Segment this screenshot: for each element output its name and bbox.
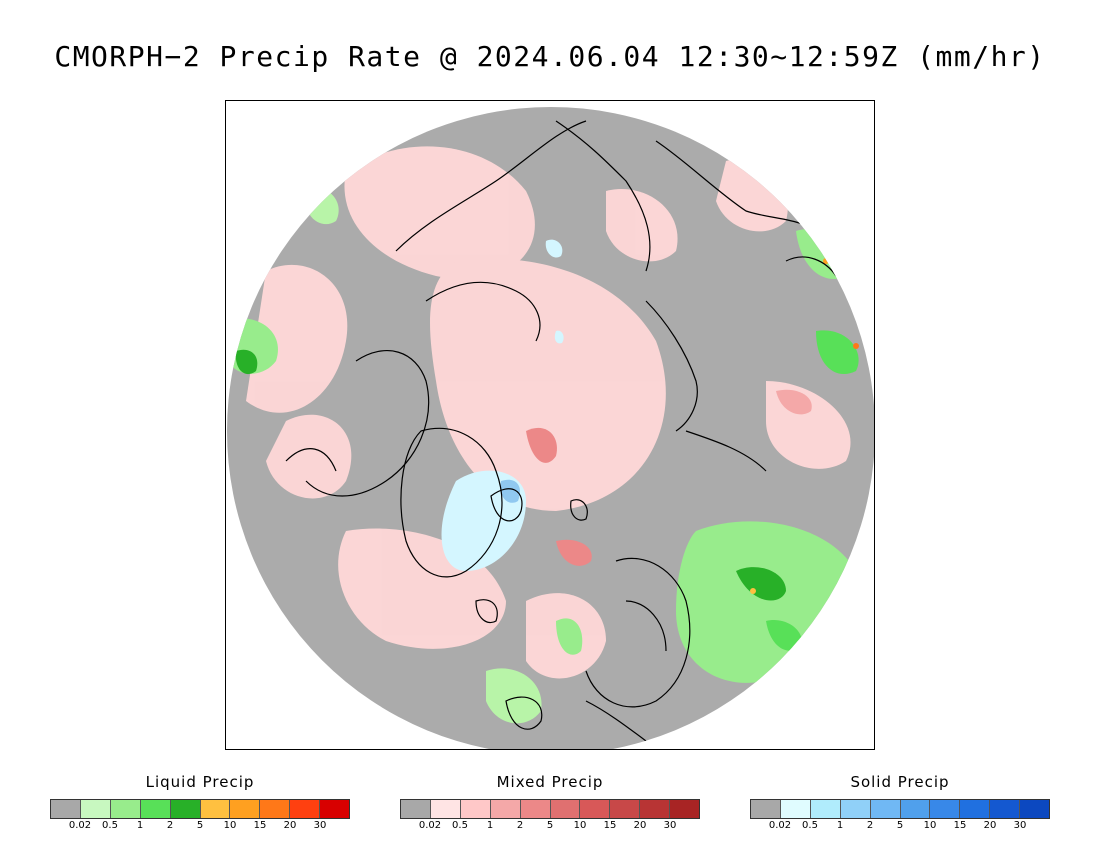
legend-tick-label: 15	[253, 820, 267, 831]
legend-swatch	[140, 800, 171, 818]
legend-swatch	[751, 800, 781, 818]
legend-swatch	[780, 800, 811, 818]
legend-swatch	[200, 800, 231, 818]
legend-tick-label: 0.02	[68, 820, 92, 831]
solid-precip-regions	[441, 239, 564, 571]
legend-swatch	[460, 800, 491, 818]
legend-swatch	[490, 800, 521, 818]
legend-swatch	[670, 800, 700, 818]
legend-swatch	[80, 800, 111, 818]
legend-tick-label: 15	[603, 820, 617, 831]
legend-swatch	[810, 800, 841, 818]
legend-swatch	[870, 800, 901, 818]
legend-swatch	[401, 800, 431, 818]
legend-swatch	[290, 800, 321, 818]
legend-swatch	[430, 800, 461, 818]
legend-swatch	[520, 800, 551, 818]
legend-tick-label: 0.5	[452, 820, 468, 831]
legend-colorbar	[750, 799, 1050, 819]
legend-tick-label: 20	[983, 820, 997, 831]
polar-map-frame	[225, 100, 875, 750]
legend-tick-label: 0.5	[802, 820, 818, 831]
legend-swatch	[1020, 800, 1050, 818]
legend-tick-label: 5	[196, 820, 204, 831]
legend-tick-label: 10	[923, 820, 937, 831]
legend-swatch	[580, 800, 611, 818]
legend-colorbar	[50, 799, 350, 819]
legend-tick-label: 0.5	[102, 820, 118, 831]
legend-swatch	[640, 800, 671, 818]
map-title: CMORPH−2 Precip Rate @ 2024.06.04 12:30~…	[54, 40, 1046, 73]
legend-title: Solid Precip	[850, 773, 950, 791]
polar-precip-map	[227, 107, 874, 749]
legend-ticks: 0.02 0.5 1 2 5 10 15 20 30	[400, 819, 700, 833]
legend-tick-label: 5	[546, 820, 554, 831]
legend-mixed: Mixed Precip 0.02 0.5 1 2 5 10 15 20 30	[400, 772, 700, 833]
legend-tick-label: 0.02	[768, 820, 792, 831]
legend-tick-label: 1	[836, 820, 844, 831]
legend-tick-label: 1	[486, 820, 494, 831]
legend-swatch	[320, 800, 350, 818]
legend-title: Mixed Precip	[496, 773, 604, 791]
legend-tick-label: 30	[1013, 820, 1027, 831]
coastlines	[285, 120, 837, 742]
legend-tick-label: 15	[953, 820, 967, 831]
legend-swatch	[990, 800, 1021, 818]
legend-solid: Solid Precip 0.02 0.5 1 2 5 10 15 20 30	[750, 772, 1050, 833]
legend-swatch	[610, 800, 641, 818]
legend-tick-label: 30	[663, 820, 677, 831]
legend-swatch	[900, 800, 931, 818]
legend-tick-label: 2	[166, 820, 174, 831]
legend-colorbar	[400, 799, 700, 819]
legend-tick-label: 5	[896, 820, 904, 831]
mixed-heavy-regions	[526, 389, 812, 566]
legend-swatch	[840, 800, 871, 818]
legend-swatch	[550, 800, 581, 818]
legend-tick-label: 10	[223, 820, 237, 831]
legend-swatch	[230, 800, 261, 818]
legend-tick-label: 30	[313, 820, 327, 831]
legend-swatch	[110, 800, 141, 818]
legend-liquid: Liquid Precip 0.02 0.5 1 2 5 10 15 20 30	[50, 772, 350, 833]
legend-swatch	[51, 800, 81, 818]
legend-tick-label: 1	[136, 820, 144, 831]
legend-tick-label: 10	[573, 820, 587, 831]
legend-swatch	[170, 800, 201, 818]
legend-swatch	[260, 800, 291, 818]
legend-tick-label: 20	[283, 820, 297, 831]
legend-swatch	[930, 800, 961, 818]
legend-tick-label: 2	[866, 820, 874, 831]
legend-swatch	[960, 800, 991, 818]
legend-tick-label: 2	[516, 820, 524, 831]
legend-tick-label: 0.02	[418, 820, 442, 831]
legend-tick-label: 20	[633, 820, 647, 831]
legend-title: Liquid Precip	[145, 773, 255, 791]
legend-ticks: 0.02 0.5 1 2 5 10 15 20 30	[750, 819, 1050, 833]
legend-ticks: 0.02 0.5 1 2 5 10 15 20 30	[50, 819, 350, 833]
